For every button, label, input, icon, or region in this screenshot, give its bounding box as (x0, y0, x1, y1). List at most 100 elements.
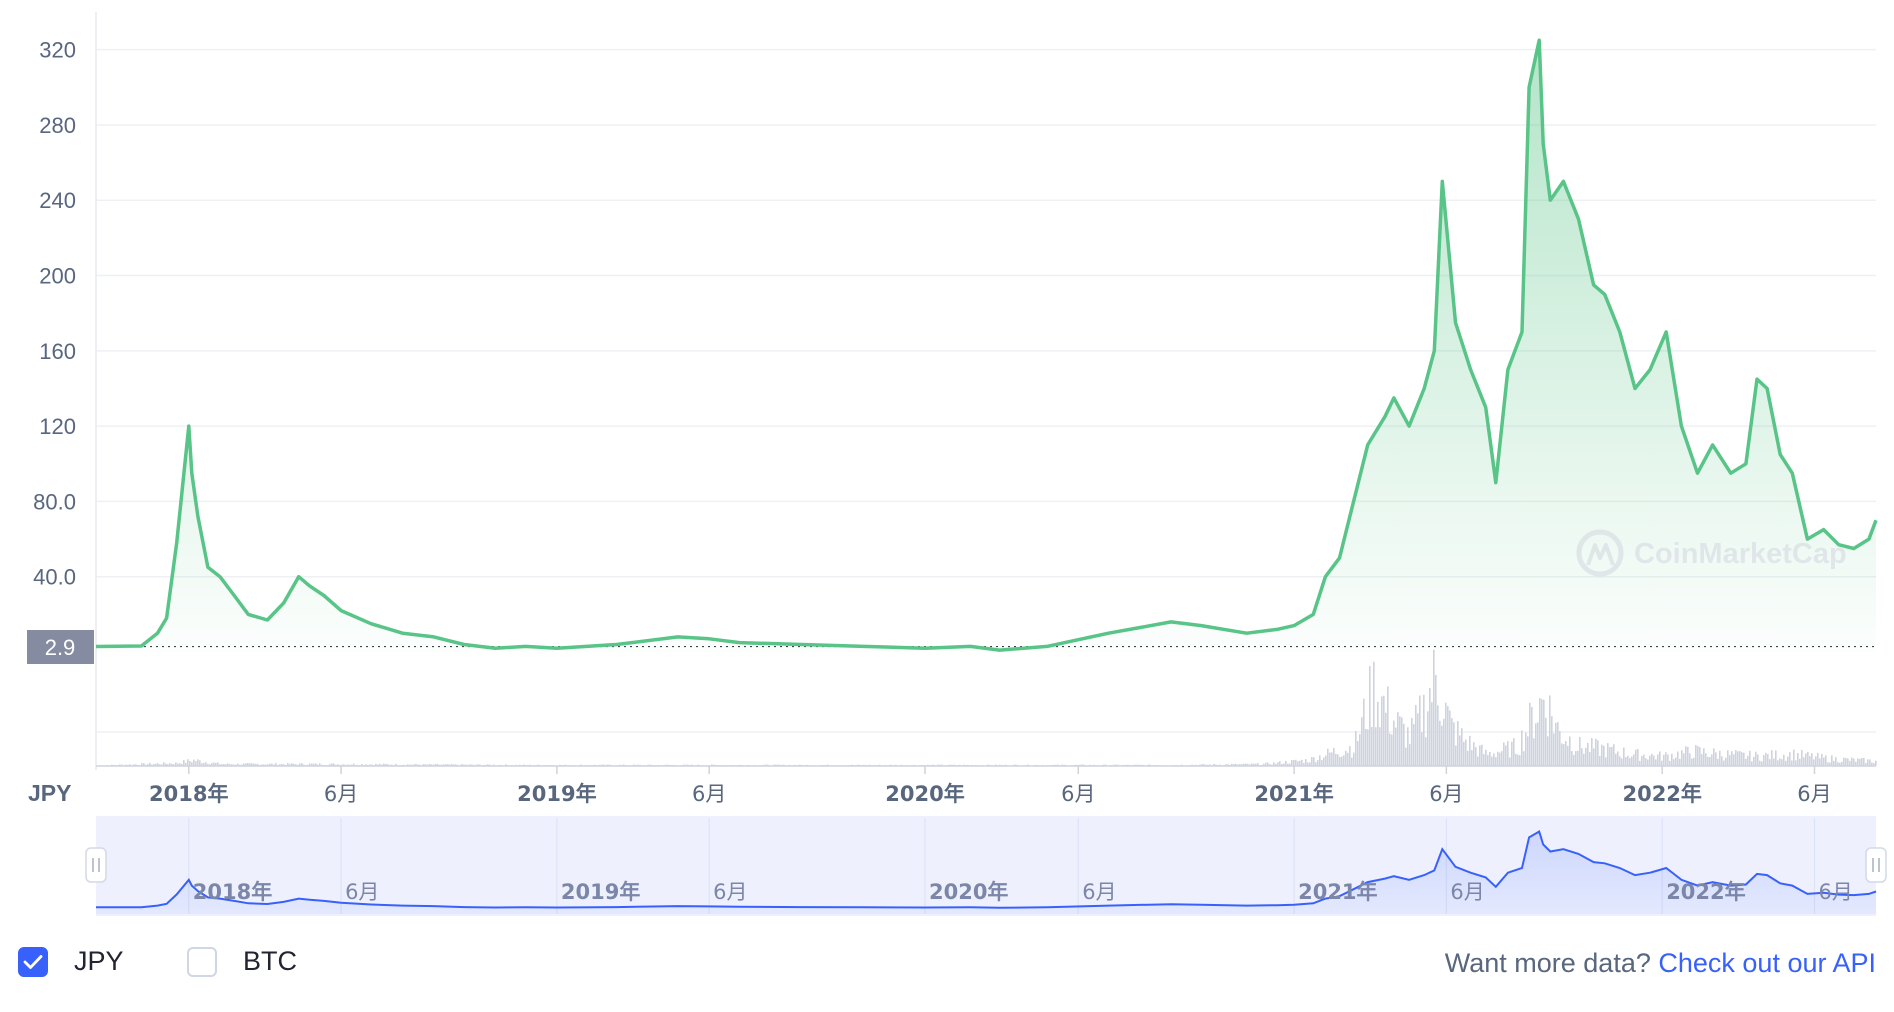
volume-bar (1227, 764, 1229, 766)
volume-bar (785, 765, 787, 766)
volume-bar (261, 764, 263, 766)
volume-bar (1711, 754, 1713, 766)
volume-bar (1179, 765, 1181, 766)
volume-bar (279, 764, 281, 766)
volume-bar (1381, 696, 1383, 766)
x-tick-label: 6月 (1061, 782, 1095, 806)
volume-bar (519, 764, 521, 766)
volume-bar (1841, 761, 1843, 766)
price-chart[interactable]: CoinMarketCap 40.0 80.0 120 160 200 240 280 320… (0, 0, 1894, 940)
volume-bar (1165, 765, 1167, 766)
volume-bar (1395, 727, 1397, 766)
volume-bar (1177, 765, 1179, 766)
volume-bar (1291, 760, 1293, 766)
chart-footer: JPY BTC Want more data? Check out our AP… (0, 940, 1894, 990)
volume-bar (321, 764, 323, 766)
volume-bar (933, 764, 935, 766)
volume-bar (1289, 763, 1291, 766)
volume-bar (1793, 749, 1795, 766)
volume-bar (147, 764, 149, 766)
volume-bar (845, 765, 847, 766)
volume-bar (403, 764, 405, 766)
navigator-label: 6月 (1450, 880, 1484, 904)
volume-bar (1719, 750, 1721, 766)
volume-bar (807, 764, 809, 766)
volume-bar (287, 763, 289, 766)
volume-bar (949, 764, 951, 766)
volume-bar (1355, 730, 1357, 766)
volume-bar (1613, 744, 1615, 766)
volume-bar (1449, 710, 1451, 766)
volume-bar (1525, 732, 1527, 766)
volume-bar (1205, 764, 1207, 766)
volume-bar (1111, 765, 1113, 766)
volume-bar (1103, 764, 1105, 766)
volume-bar (963, 764, 965, 766)
jpy-checkbox[interactable] (18, 946, 48, 977)
navigator-label: 2022年 (1666, 880, 1745, 904)
api-link[interactable]: Check out our API (1658, 948, 1876, 978)
btc-checkbox[interactable] (187, 946, 217, 977)
volume-bar (219, 764, 221, 766)
volume-bar (1517, 754, 1519, 766)
navigator-right-handle[interactable] (1865, 847, 1887, 883)
volume-bar (103, 765, 105, 766)
volume-bar (495, 765, 497, 766)
volume-bar (1621, 758, 1623, 766)
volume-bar (539, 764, 541, 766)
navigator-left-handle[interactable] (85, 847, 107, 883)
volume-bar (485, 764, 487, 766)
x-tick-label: 2021年 (1254, 782, 1333, 806)
volume-bar (1265, 762, 1267, 766)
volume-bar (599, 764, 601, 766)
volume-bar (1639, 760, 1641, 766)
volume-bar (1245, 763, 1247, 766)
volume-bar (1829, 762, 1831, 766)
volume-bar (327, 765, 329, 766)
volume-bar (329, 764, 331, 766)
volume-bar (755, 765, 757, 766)
volume-bar (1671, 753, 1673, 766)
volume-bar (1053, 764, 1055, 766)
volume-bar (325, 764, 327, 766)
volume-bar (353, 763, 355, 766)
volume-bar (1833, 760, 1835, 766)
volume-bar (1561, 743, 1563, 766)
volume-bar (1303, 763, 1305, 766)
volume-bar (231, 764, 233, 766)
range-navigator[interactable]: 2018年 6月 2019年 6月 2020年 6月 2021年 6月 2022年 6月 (85, 816, 1887, 916)
volume-bar (1383, 695, 1385, 766)
volume-bar (1223, 765, 1225, 766)
volume-bar (1217, 764, 1219, 766)
legend-item-jpy[interactable]: JPY (18, 946, 124, 977)
volume-bar (151, 764, 153, 766)
volume-bar (951, 764, 953, 766)
volume-bar (275, 763, 277, 766)
volume-bar (407, 764, 409, 766)
volume-bar (1465, 739, 1467, 766)
y-tick-label: 80.0 (33, 489, 76, 514)
volume-bar (317, 764, 319, 766)
volume-bar (577, 765, 579, 766)
price-area (96, 40, 1876, 652)
volume-bar (1283, 763, 1285, 766)
volume-bar (499, 764, 501, 766)
volume-bar (1489, 751, 1491, 766)
volume-bar (1049, 765, 1051, 766)
volume-bar (1527, 736, 1529, 766)
volume-bar (873, 764, 875, 766)
volume-bar (991, 765, 993, 766)
volume-bar (1247, 763, 1249, 766)
volume-bar (1411, 717, 1413, 766)
volume-bar (627, 765, 629, 766)
volume-bar (1349, 746, 1351, 766)
volume-bar (857, 764, 859, 766)
volume-bar (1215, 764, 1217, 766)
volume-bar (907, 765, 909, 766)
legend-item-btc[interactable]: BTC (187, 946, 297, 977)
volume-bar (1123, 764, 1125, 766)
volume-bar (211, 763, 213, 766)
volume-bar (371, 764, 373, 766)
volume-bar (1573, 754, 1575, 766)
volume-bar (891, 764, 893, 766)
